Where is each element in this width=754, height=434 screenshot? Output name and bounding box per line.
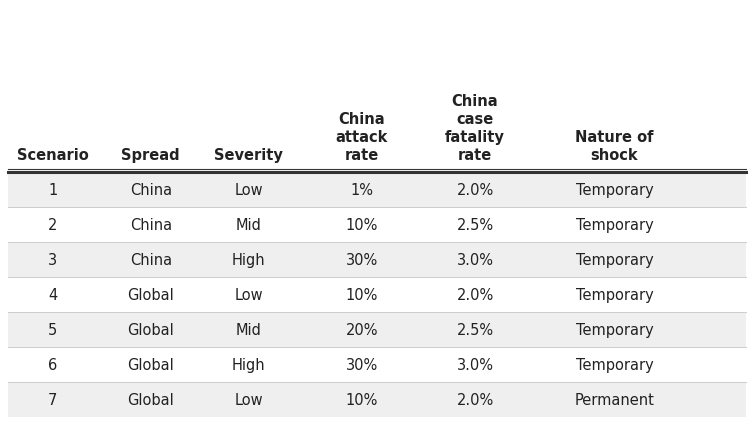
Text: Temporary: Temporary bbox=[575, 287, 654, 302]
Text: China: China bbox=[130, 183, 172, 197]
Text: Global: Global bbox=[127, 287, 174, 302]
Text: Low: Low bbox=[234, 287, 263, 302]
Text: High: High bbox=[232, 357, 265, 372]
Text: Low: Low bbox=[234, 392, 263, 407]
Text: 1%: 1% bbox=[351, 183, 373, 197]
Text: China: China bbox=[130, 217, 172, 233]
Text: Temporary: Temporary bbox=[575, 357, 654, 372]
Text: 2.0%: 2.0% bbox=[456, 287, 494, 302]
Text: 6: 6 bbox=[48, 357, 57, 372]
Bar bbox=[8, 277, 746, 312]
Text: 4: 4 bbox=[48, 287, 57, 302]
Text: Mid: Mid bbox=[236, 217, 262, 233]
Text: Low: Low bbox=[234, 183, 263, 197]
Text: Global: Global bbox=[127, 357, 174, 372]
Text: Scenario: Scenario bbox=[17, 148, 89, 163]
Text: 7: 7 bbox=[48, 392, 57, 407]
Text: Temporary: Temporary bbox=[575, 253, 654, 267]
Text: Global: Global bbox=[127, 392, 174, 407]
Bar bbox=[8, 347, 746, 382]
Text: 20%: 20% bbox=[345, 322, 379, 337]
Text: 5: 5 bbox=[48, 322, 57, 337]
Text: 2.5%: 2.5% bbox=[456, 322, 494, 337]
Text: Temporary: Temporary bbox=[575, 183, 654, 197]
Text: 2.5%: 2.5% bbox=[456, 217, 494, 233]
Bar bbox=[8, 207, 746, 243]
Text: Spread: Spread bbox=[121, 148, 180, 163]
Text: Mid: Mid bbox=[236, 322, 262, 337]
Text: 3: 3 bbox=[48, 253, 57, 267]
Text: 2.0%: 2.0% bbox=[456, 392, 494, 407]
Text: High: High bbox=[232, 253, 265, 267]
Text: 2.0%: 2.0% bbox=[456, 183, 494, 197]
Text: Temporary: Temporary bbox=[575, 217, 654, 233]
Text: 3.0%: 3.0% bbox=[456, 357, 494, 372]
Bar bbox=[8, 312, 746, 347]
Text: China
attack
rate: China attack rate bbox=[336, 112, 388, 163]
Text: 30%: 30% bbox=[346, 357, 378, 372]
Text: 10%: 10% bbox=[346, 287, 378, 302]
Text: Temporary: Temporary bbox=[575, 322, 654, 337]
Text: China: China bbox=[130, 253, 172, 267]
Bar bbox=[8, 243, 746, 277]
Text: 30%: 30% bbox=[346, 253, 378, 267]
Text: Nature of
shock: Nature of shock bbox=[575, 130, 654, 163]
Text: China
case
fatality
rate: China case fatality rate bbox=[445, 94, 505, 163]
Text: 1: 1 bbox=[48, 183, 57, 197]
Bar bbox=[8, 173, 746, 207]
Text: Permanent: Permanent bbox=[575, 392, 654, 407]
Text: Severity: Severity bbox=[214, 148, 284, 163]
Text: Global: Global bbox=[127, 322, 174, 337]
Text: 10%: 10% bbox=[346, 217, 378, 233]
Text: 10%: 10% bbox=[346, 392, 378, 407]
Bar bbox=[8, 382, 746, 417]
Text: 2: 2 bbox=[48, 217, 57, 233]
Text: 3.0%: 3.0% bbox=[456, 253, 494, 267]
